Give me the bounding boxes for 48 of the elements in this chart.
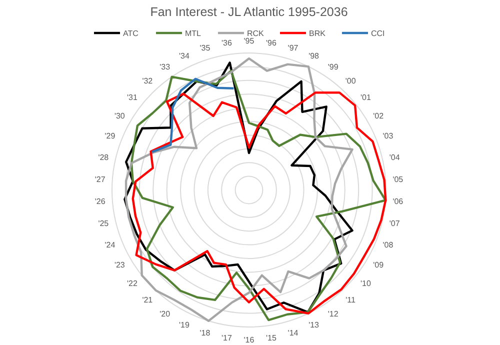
spoke-label: '21 xyxy=(142,295,154,304)
spoke-label: '04 xyxy=(389,152,400,162)
spoke-label: '08 xyxy=(382,240,394,250)
spoke-label: '27 xyxy=(94,174,106,184)
spoke-label: '12 xyxy=(328,309,339,318)
spoke-label: '99 xyxy=(328,62,339,72)
spoke-label: '01 xyxy=(360,92,372,102)
spoke-label: '20 xyxy=(160,309,171,318)
spoke-label: '19 xyxy=(178,320,190,330)
spoke-label: '26 xyxy=(94,197,106,206)
spoke-label: '32 xyxy=(142,76,154,86)
spoke-label: '96 xyxy=(266,38,278,48)
spoke-label: '07 xyxy=(389,219,400,228)
spoke-label: '00 xyxy=(345,76,356,86)
spoke-label: '13 xyxy=(308,320,320,330)
spoke-label: '14 xyxy=(288,328,299,338)
spoke-label: '09 xyxy=(373,260,384,270)
spoke-label: '97 xyxy=(288,43,299,52)
spoke-label: '36 xyxy=(222,38,232,48)
spoke-label: '25 xyxy=(98,219,110,228)
spoke-label: '05 xyxy=(392,174,404,184)
spoke-label: '17 xyxy=(222,334,232,343)
legend-label: CCI xyxy=(371,29,385,38)
spoke-label: '15 xyxy=(266,334,278,343)
spoke-label: '18 xyxy=(200,328,211,338)
spoke-label: '34 xyxy=(178,51,190,60)
spoke-label: '35 xyxy=(200,43,211,52)
spoke-label: '95 xyxy=(244,36,255,46)
legend-label: ATC xyxy=(123,29,139,38)
spoke-label: '31 xyxy=(127,92,138,102)
spoke-label: '23 xyxy=(114,260,126,270)
spoke-label: '11 xyxy=(346,295,356,304)
legend-label: MTL xyxy=(185,29,202,38)
legend-label: RCK xyxy=(247,29,265,38)
spoke-label: '33 xyxy=(160,62,171,72)
spoke-label: '10 xyxy=(360,279,372,288)
spoke-label: '28 xyxy=(98,152,110,162)
spoke-label: '30 xyxy=(114,111,126,120)
spoke-label: '98 xyxy=(308,51,320,60)
spoke-label: '03 xyxy=(382,131,394,140)
legend-label: BRK xyxy=(309,29,326,38)
spoke-label: '24 xyxy=(104,240,116,250)
spoke-label: '16 xyxy=(244,335,255,344)
chart-title: Fan Interest - JL Atlantic 1995-2036 xyxy=(150,5,348,19)
spoke-label: '22 xyxy=(127,279,138,288)
spoke-label: '06 xyxy=(392,197,404,206)
spoke-label: '02 xyxy=(373,111,384,120)
spoke-label: '29 xyxy=(104,131,116,140)
